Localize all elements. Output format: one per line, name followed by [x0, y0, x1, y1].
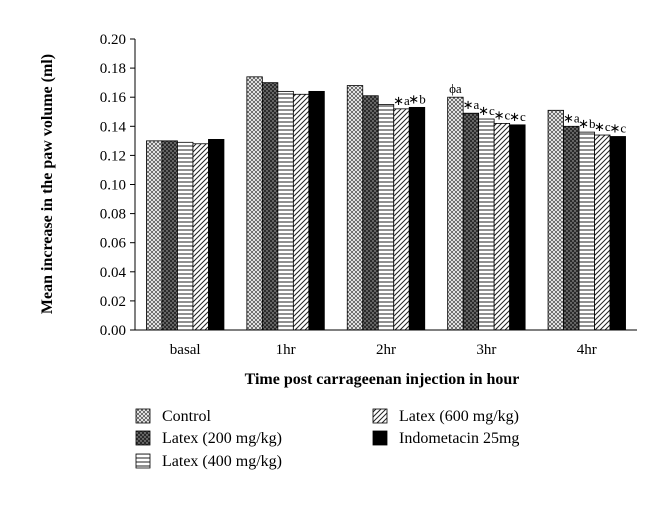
bar: [362, 95, 379, 331]
significance-label: ∗c: [494, 107, 511, 122]
legend-label: Indometacin 25mg: [399, 430, 519, 447]
bar: [346, 85, 364, 331]
legend-swatch: [135, 430, 151, 446]
legend-swatch: [135, 408, 151, 424]
bar: [246, 76, 263, 331]
x-axis-title: Time post carrageenan injection in hour: [245, 371, 520, 388]
annotations-group: ∗a∗bϕa∗a∗c∗c∗c ∗a∗b∗c∗c: [393, 81, 626, 135]
bar: [192, 143, 209, 331]
significance-label: ∗c: [478, 103, 495, 118]
y-tick-label: 0.00: [100, 323, 126, 339]
legend-swatch: [135, 453, 151, 469]
y-tick-label: 0.16: [100, 90, 127, 106]
bar: [609, 136, 626, 331]
bar: [563, 125, 580, 331]
bar: [177, 141, 194, 331]
bar: [447, 96, 464, 331]
bar: [478, 118, 495, 331]
legend-label: Latex (600 mg/kg): [399, 408, 519, 425]
significance-label: ϕa: [449, 81, 462, 96]
x-tick-label: 3hr: [476, 342, 496, 358]
y-axis-title: Mean increase in the paw volume (ml): [39, 54, 56, 314]
legend: Control Latex (200 mg/kg) Latex (400 mg/kg…: [135, 408, 519, 470]
significance-label: ∗b: [408, 91, 425, 106]
bar: [509, 124, 526, 331]
bar: [292, 93, 310, 331]
legend-label: Latex (200 mg/kg): [162, 430, 282, 447]
y-tick-label: 0.12: [100, 148, 126, 164]
bar: [393, 108, 410, 331]
x-axis: basal 1hr 2hr 3hr 4hr: [170, 342, 597, 358]
bars-group: [146, 76, 626, 331]
significance-label: ∗a: [393, 93, 410, 108]
legend-swatch: [372, 408, 388, 424]
y-tick-label: 0.18: [100, 61, 126, 77]
bar: [377, 104, 395, 331]
x-tick-label: 2hr: [376, 342, 396, 358]
y-axis: 0.00 0.02 0.04 0.06 0.08 0.10 0.12 0.14 0.16 0.18…: [100, 32, 135, 339]
bar: [277, 90, 294, 331]
bar: [208, 138, 225, 331]
bar: [578, 131, 595, 331]
significance-label: ∗c: [594, 119, 611, 134]
bar: [308, 90, 325, 331]
bar: [462, 112, 480, 331]
x-tick-label: basal: [170, 342, 201, 358]
legend-swatch: [372, 430, 388, 446]
bar: [261, 82, 279, 331]
bar: [408, 106, 426, 331]
significance-label: ∗a: [563, 110, 580, 125]
y-tick-label: 0.08: [100, 207, 126, 223]
bar: [146, 140, 163, 331]
y-tick-label: 0.20: [100, 32, 126, 48]
y-tick-label: 0.14: [100, 119, 127, 135]
legend-label: Latex (400 mg/kg): [162, 453, 282, 470]
bar: [547, 109, 564, 331]
y-tick-label: 0.10: [100, 178, 126, 194]
bar: [493, 122, 511, 331]
y-tick-label: 0.04: [100, 265, 127, 281]
bar: [161, 140, 178, 331]
x-tick-label: 4hr: [577, 342, 597, 358]
legend-label: Control: [162, 408, 211, 425]
significance-label: ∗c: [509, 109, 526, 124]
significance-label: ∗a: [463, 97, 480, 112]
significance-label: ∗c: [609, 120, 626, 135]
x-tick-label: 1hr: [276, 342, 296, 358]
bar: [594, 134, 611, 331]
y-tick-label: 0.02: [100, 294, 126, 310]
y-tick-label: 0.06: [100, 236, 127, 252]
significance-label: ∗b: [578, 116, 595, 131]
